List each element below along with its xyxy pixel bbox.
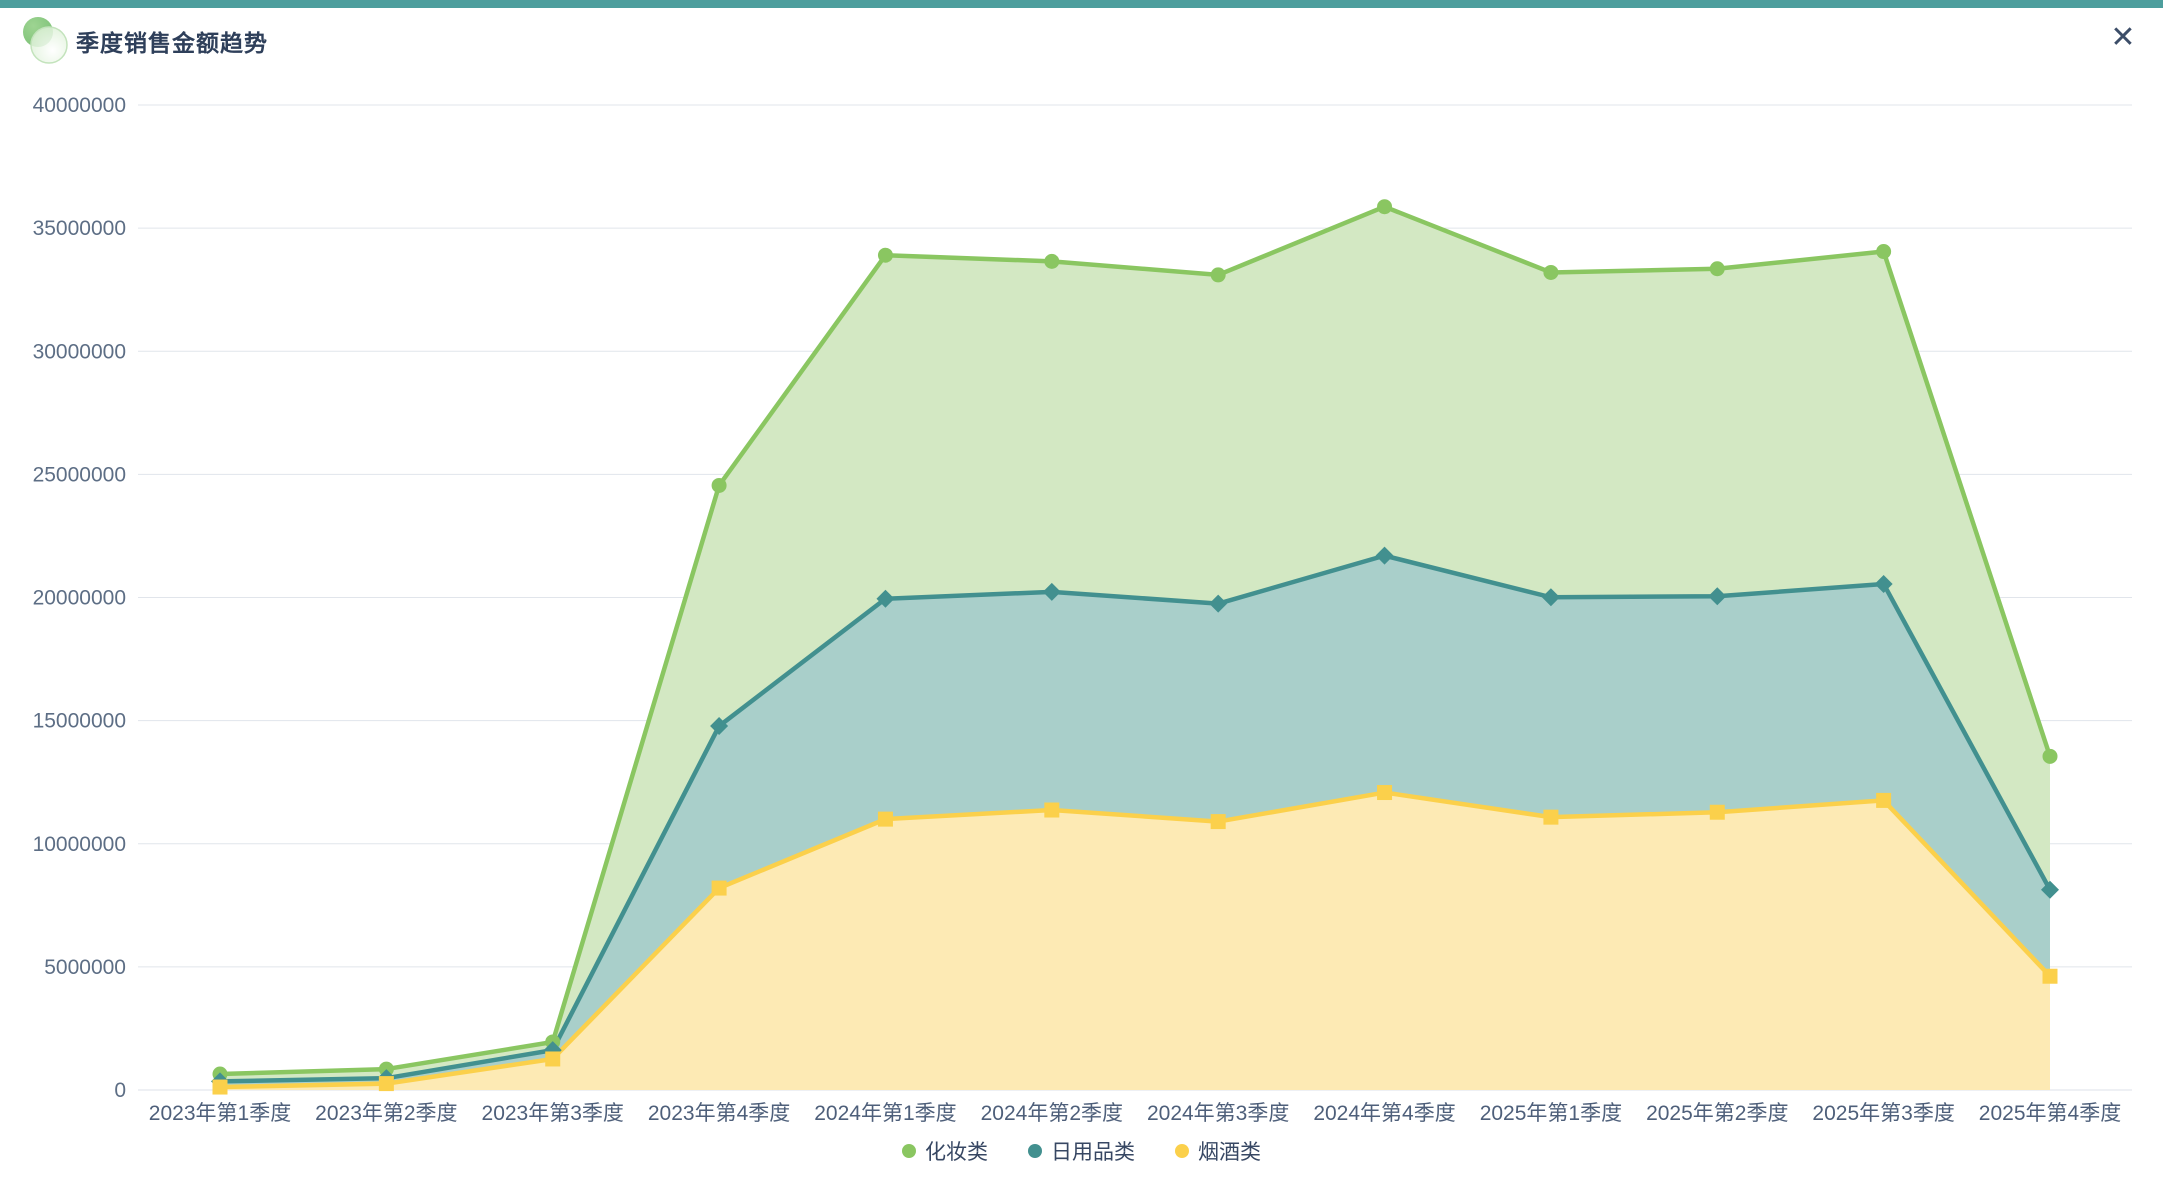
- x-axis-label: 2024年第3季度: [1147, 1102, 1289, 1125]
- marker-2-10: [1876, 792, 1892, 808]
- marker-2-9: [1709, 804, 1725, 820]
- marker-2-2: [545, 1051, 561, 1067]
- marker-1-10: [1874, 574, 1893, 593]
- accent-bar: [0, 0, 2163, 8]
- y-axis-label: 30000000: [33, 340, 126, 363]
- marker-0-4: [877, 247, 893, 263]
- marker-0-10: [1876, 244, 1892, 260]
- marker-0-5: [1044, 253, 1060, 269]
- y-axis-label: 5000000: [44, 956, 126, 979]
- y-axis-label: 40000000: [33, 94, 126, 117]
- line-series-1: [217, 553, 2053, 1084]
- legend-item-2[interactable]: 烟酒类: [1175, 1136, 1261, 1166]
- marker-2-11: [2042, 968, 2058, 984]
- close-button[interactable]: ✕: [2103, 18, 2143, 58]
- y-axis-label: 25000000: [33, 463, 126, 486]
- y-axis-label: 35000000: [33, 217, 126, 240]
- marker-0-3: [711, 477, 727, 493]
- marker-0-11: [2042, 748, 2058, 764]
- marker-2-7: [1377, 785, 1393, 801]
- marker-2-3: [711, 880, 727, 896]
- line-series-2: [217, 790, 2053, 1090]
- x-axis-label: 2025年第3季度: [1812, 1102, 1954, 1125]
- y-axis-label: 20000000: [33, 587, 126, 610]
- marker-1-5: [1042, 582, 1061, 601]
- marker-0-8: [1543, 264, 1559, 280]
- marker-2-6: [1210, 814, 1226, 830]
- marker-2-8: [1543, 809, 1559, 825]
- x-axis-label: 2025年第1季度: [1480, 1102, 1622, 1125]
- legend-dot-icon: [902, 1144, 916, 1158]
- marker-2-4: [877, 811, 893, 827]
- marker-1-4: [876, 589, 895, 608]
- marker-1-7: [1375, 546, 1394, 565]
- x-axis-label: 2025年第2季度: [1646, 1102, 1788, 1125]
- close-icon: ✕: [2110, 20, 2136, 55]
- legend-item-1[interactable]: 日用品类: [1028, 1136, 1135, 1166]
- y-axis-label: 15000000: [33, 710, 126, 733]
- marker-1-11: [2041, 880, 2059, 899]
- y-axis-label: 0: [114, 1079, 126, 1102]
- marker-1-8: [1541, 588, 1560, 607]
- legend-label: 日用品类: [1051, 1141, 1135, 1164]
- x-axis-label: 2023年第2季度: [315, 1102, 457, 1125]
- x-axis-label: 2023年第4季度: [648, 1102, 790, 1125]
- marker-2-1: [378, 1076, 394, 1092]
- x-axis-label: 2024年第2季度: [981, 1102, 1123, 1125]
- legend-dot-icon: [1175, 1144, 1189, 1158]
- marker-0-6: [1210, 267, 1226, 283]
- marker-1-3: [710, 717, 729, 736]
- area-series-2: [220, 792, 2050, 1090]
- marker-0-9: [1709, 261, 1725, 277]
- legend-item-0[interactable]: 化妆类: [902, 1136, 988, 1166]
- x-axis-label: 2023年第1季度: [149, 1102, 291, 1125]
- y-axis-label: 10000000: [33, 833, 126, 856]
- x-axis-label: 2024年第4季度: [1313, 1102, 1455, 1125]
- marker-0-1: [378, 1061, 394, 1077]
- app-logo-icon: [23, 17, 68, 64]
- header: 季度销售金额趋势 ✕: [0, 8, 2163, 70]
- marker-2-5: [1044, 802, 1060, 818]
- marker-1-6: [1209, 594, 1228, 613]
- x-axis-label: 2023年第3季度: [482, 1102, 624, 1125]
- line-series-0: [217, 204, 2053, 1077]
- x-axis-label: 2025年第4季度: [1979, 1102, 2121, 1125]
- marker-0-7: [1377, 199, 1393, 215]
- marker-1-9: [1708, 587, 1727, 606]
- legend-dot-icon: [1028, 1144, 1042, 1158]
- legend-label: 烟酒类: [1198, 1141, 1261, 1164]
- legend: 化妆类 日用品类 烟酒类: [0, 1136, 2163, 1166]
- page-title: 季度销售金额趋势: [76, 30, 268, 56]
- legend-label: 化妆类: [925, 1141, 988, 1164]
- x-axis-label: 2024年第1季度: [814, 1102, 956, 1125]
- marker-2-0: [212, 1079, 228, 1095]
